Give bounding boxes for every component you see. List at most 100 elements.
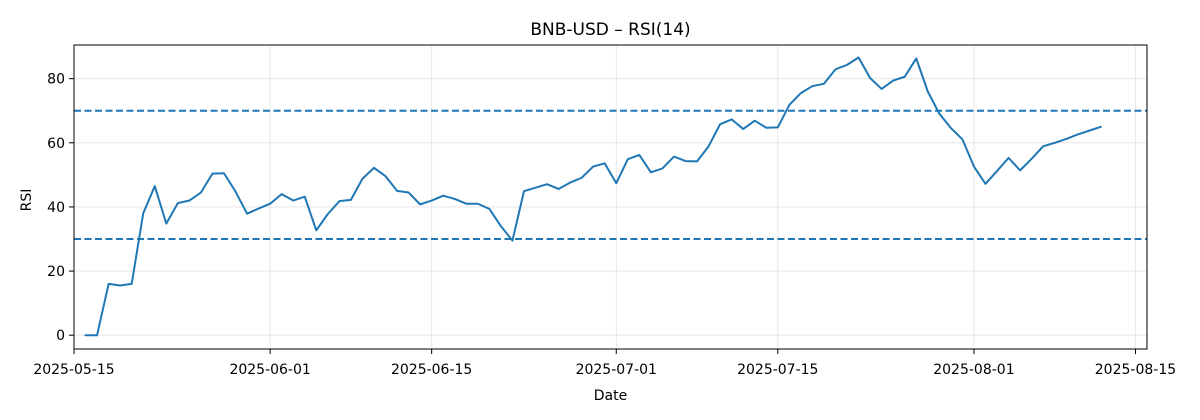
data-point bbox=[604, 162, 606, 164]
data-point bbox=[465, 203, 467, 205]
data-point bbox=[627, 158, 629, 160]
data-point bbox=[442, 195, 444, 197]
data-point bbox=[1088, 130, 1090, 132]
data-point bbox=[938, 113, 940, 115]
data-point bbox=[96, 334, 98, 336]
data-point bbox=[650, 171, 652, 173]
data-point bbox=[615, 182, 617, 184]
data-point bbox=[892, 79, 894, 82]
y-tick-label: 0 bbox=[56, 328, 65, 344]
reference-lines bbox=[74, 109, 1147, 241]
data-point bbox=[581, 177, 583, 179]
data-point bbox=[857, 56, 860, 59]
plot-frame bbox=[73, 44, 1148, 350]
data-point bbox=[488, 208, 490, 210]
y-tick-label: 40 bbox=[47, 200, 65, 216]
data-point bbox=[246, 213, 248, 215]
x-tick-label: 2025-07-01 bbox=[576, 362, 657, 378]
data-point bbox=[419, 203, 421, 205]
data-point bbox=[1019, 169, 1021, 171]
data-point bbox=[661, 167, 664, 170]
x-tick-label: 2025-05-15 bbox=[33, 362, 114, 378]
data-point bbox=[1042, 145, 1044, 147]
data-point bbox=[823, 83, 825, 85]
data-point bbox=[984, 183, 987, 185]
data-point bbox=[638, 154, 640, 156]
data-point bbox=[546, 183, 548, 185]
data-point bbox=[119, 284, 121, 287]
data-point bbox=[511, 240, 514, 242]
data-point bbox=[927, 90, 929, 93]
data-point bbox=[961, 138, 964, 140]
data-point bbox=[788, 104, 790, 106]
x-axis-label: Date bbox=[594, 388, 627, 404]
data-point bbox=[742, 128, 744, 130]
data-point bbox=[731, 118, 733, 120]
x-tick-label: 2025-06-01 bbox=[229, 362, 310, 378]
grid bbox=[73, 45, 1147, 349]
data-point bbox=[269, 203, 271, 205]
data-point bbox=[338, 200, 340, 202]
data-point bbox=[523, 190, 525, 192]
data-point bbox=[765, 127, 767, 129]
data-point bbox=[881, 88, 883, 90]
data-point bbox=[696, 160, 698, 163]
data-point bbox=[1007, 157, 1010, 159]
data-point bbox=[846, 64, 848, 66]
data-point bbox=[281, 193, 283, 195]
data-point bbox=[108, 283, 110, 285]
data-point bbox=[84, 334, 87, 336]
x-tick-label: 2025-08-15 bbox=[1095, 362, 1176, 378]
data-point bbox=[950, 127, 952, 129]
data-point bbox=[384, 175, 387, 177]
data-point bbox=[869, 77, 871, 79]
data-point bbox=[304, 196, 306, 198]
data-point bbox=[350, 199, 352, 201]
data-point bbox=[188, 199, 190, 202]
data-point bbox=[327, 213, 329, 215]
data-point bbox=[904, 76, 906, 78]
x-tick-label: 2025-07-15 bbox=[737, 362, 818, 378]
data-point bbox=[373, 167, 375, 169]
data-point bbox=[154, 185, 156, 187]
data-point bbox=[131, 283, 133, 285]
data-point bbox=[684, 160, 687, 162]
data-point bbox=[165, 223, 167, 225]
data-point bbox=[142, 212, 144, 214]
data-point bbox=[431, 199, 433, 202]
data-point bbox=[707, 145, 710, 147]
data-point bbox=[177, 202, 179, 204]
data-point bbox=[258, 207, 260, 210]
data-point bbox=[1065, 138, 1067, 140]
y-axis-label: RSI bbox=[19, 189, 35, 212]
data-point bbox=[592, 165, 594, 168]
data-point bbox=[996, 170, 998, 172]
data-point bbox=[200, 191, 202, 194]
data-point bbox=[800, 92, 802, 94]
data-point bbox=[477, 203, 479, 205]
data-point bbox=[1100, 126, 1102, 128]
data-point bbox=[396, 190, 398, 192]
data-point bbox=[292, 199, 294, 202]
x-tick-label: 2025-06-15 bbox=[391, 362, 472, 378]
data-point bbox=[1031, 158, 1033, 160]
data-point bbox=[223, 172, 225, 174]
y-tick-label: 80 bbox=[47, 72, 65, 88]
series-layer bbox=[84, 56, 1102, 337]
data-point bbox=[500, 225, 502, 227]
x-tick-label: 2025-08-01 bbox=[933, 362, 1014, 378]
data-point bbox=[673, 155, 675, 158]
data-point bbox=[754, 120, 756, 122]
y-axis: 0 20 40 60 80 bbox=[47, 72, 74, 344]
data-point bbox=[915, 57, 917, 60]
data-point bbox=[407, 191, 410, 194]
data-point bbox=[973, 165, 975, 168]
data-point bbox=[834, 68, 837, 70]
data-point bbox=[211, 172, 214, 175]
data-point bbox=[569, 181, 571, 184]
data-point bbox=[361, 178, 364, 180]
data-point bbox=[534, 187, 537, 189]
data-point bbox=[1054, 142, 1056, 144]
